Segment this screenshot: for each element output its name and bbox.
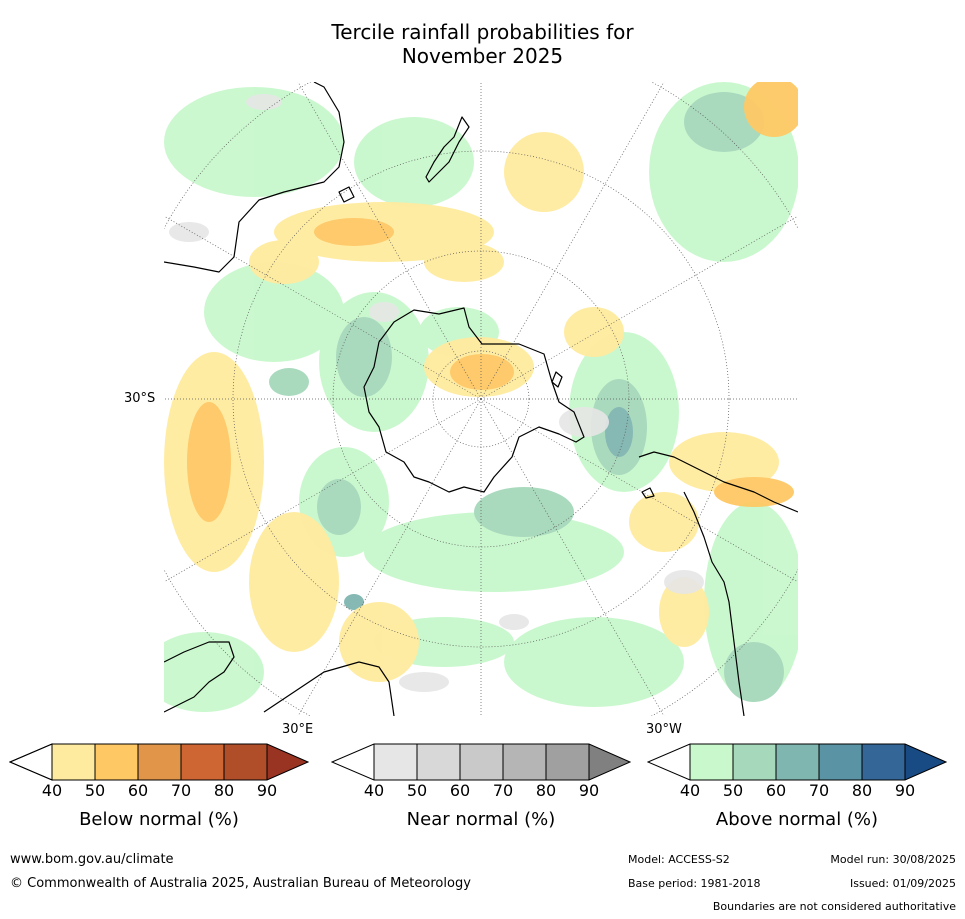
colorbar-above-bin-3 bbox=[776, 744, 819, 780]
tick-label: 40 bbox=[41, 781, 63, 800]
colorbar-below-ticks: 40 50 60 70 80 90 bbox=[9, 781, 309, 803]
tick-label: 60 bbox=[127, 781, 149, 800]
colorbar-near-low-arrow bbox=[332, 744, 374, 780]
tick-label: 50 bbox=[722, 781, 744, 800]
tasmania-coast bbox=[338, 186, 355, 203]
colorbar-below-label: Below normal (%) bbox=[79, 809, 239, 830]
lon-label-30w: 30°W bbox=[646, 722, 682, 737]
colorbar-below-bin-1 bbox=[52, 744, 95, 780]
falklands-coast bbox=[641, 487, 655, 499]
colorbar-above-low-arrow bbox=[648, 744, 690, 780]
colorbar-above-ticks: 40 50 60 70 80 90 bbox=[647, 781, 947, 803]
lon-label-30e: 30°E bbox=[282, 722, 314, 737]
below-normal-shading bbox=[164, 82, 798, 682]
polar-map bbox=[164, 82, 798, 716]
issued-date: Issued: 01/09/2025 bbox=[849, 877, 956, 890]
colorbar-near-label: Near normal (%) bbox=[406, 809, 556, 830]
boundaries-disclaimer: Boundaries are not considered authoritat… bbox=[712, 900, 956, 913]
tick-label: 60 bbox=[449, 781, 471, 800]
colorbar-near-bin-2 bbox=[417, 744, 460, 780]
colorbar-below-low-arrow bbox=[9, 743, 53, 781]
map-svg bbox=[164, 82, 798, 716]
tick-label: 60 bbox=[765, 781, 787, 800]
tick-label: 70 bbox=[170, 781, 192, 800]
tick-label: 70 bbox=[492, 781, 514, 800]
colorbar-near-bin-4 bbox=[503, 744, 546, 780]
title-line-1: Tercile rainfall probabilities for bbox=[331, 20, 634, 44]
colorbar-below-bin-3 bbox=[138, 744, 181, 780]
colorbar-above-bin-5 bbox=[862, 744, 905, 780]
graticule bbox=[164, 82, 798, 716]
above-normal-shading bbox=[164, 82, 798, 712]
colorbar-near-swatches bbox=[331, 743, 631, 781]
coastlines bbox=[164, 82, 798, 716]
near-normal-shading bbox=[169, 94, 704, 692]
colorbar-near-ticks: 40 50 60 70 80 90 bbox=[331, 781, 631, 803]
colorbar-near-normal: 40 50 60 70 80 90 Near normal (%) bbox=[331, 743, 631, 830]
website-link[interactable]: www.bom.gov.au/climate bbox=[10, 852, 174, 867]
tick-label: 40 bbox=[363, 781, 385, 800]
tick-label: 90 bbox=[578, 781, 600, 800]
tick-label: 90 bbox=[894, 781, 916, 800]
colorbar-near-bin-1 bbox=[374, 744, 417, 780]
colorbar-below-swatches bbox=[9, 743, 309, 781]
title-line-2: November 2025 bbox=[401, 44, 564, 68]
copyright-text: © Commonwealth of Australia 2025, Austra… bbox=[10, 876, 471, 891]
tick-label: 80 bbox=[535, 781, 557, 800]
base-period: Base period: 1981-2018 bbox=[628, 877, 761, 890]
colorbar-above-bin-1 bbox=[690, 744, 733, 780]
colorbar-above-high-arrow bbox=[905, 744, 946, 780]
model-run: Model run: 30/08/2025 bbox=[830, 853, 956, 866]
lat-label-30s: 30°S bbox=[124, 391, 156, 406]
colorbar-near-bin-5 bbox=[546, 744, 589, 780]
australia-coast bbox=[164, 82, 345, 273]
tick-label: 40 bbox=[679, 781, 701, 800]
antarctica-coast bbox=[363, 307, 585, 493]
colorbar-near-bin-3 bbox=[460, 744, 503, 780]
colorbar-above-bin-4 bbox=[819, 744, 862, 780]
colorbar-below-normal: 40 50 60 70 80 90 Below normal (%) bbox=[9, 743, 309, 830]
antarctic-peninsula-coast bbox=[551, 371, 563, 388]
colorbar-below-high-arrow bbox=[267, 744, 308, 780]
south-america-coast bbox=[638, 451, 798, 716]
tick-label: 50 bbox=[84, 781, 106, 800]
tick-label: 90 bbox=[256, 781, 278, 800]
model-name: Model: ACCESS-S2 bbox=[628, 853, 730, 866]
colorbar-above-normal: 40 50 60 70 80 90 Above normal (%) bbox=[647, 743, 947, 830]
colorbar-below-bin-2 bbox=[95, 744, 138, 780]
africa-coast bbox=[164, 641, 395, 716]
tick-label: 80 bbox=[213, 781, 235, 800]
new-zealand-coast bbox=[425, 116, 470, 183]
colorbar-above-swatches bbox=[647, 743, 947, 781]
colorbar-above-bin-2 bbox=[733, 744, 776, 780]
tick-label: 50 bbox=[406, 781, 428, 800]
colorbar-below-bin-5 bbox=[224, 744, 267, 780]
colorbar-above-label: Above normal (%) bbox=[715, 809, 879, 830]
colorbar-below-bin-4 bbox=[181, 744, 224, 780]
tick-label: 70 bbox=[808, 781, 830, 800]
colorbar-near-high-arrow bbox=[589, 744, 630, 780]
map-title: Tercile rainfall probabilities for Novem… bbox=[0, 20, 965, 68]
tick-label: 80 bbox=[851, 781, 873, 800]
